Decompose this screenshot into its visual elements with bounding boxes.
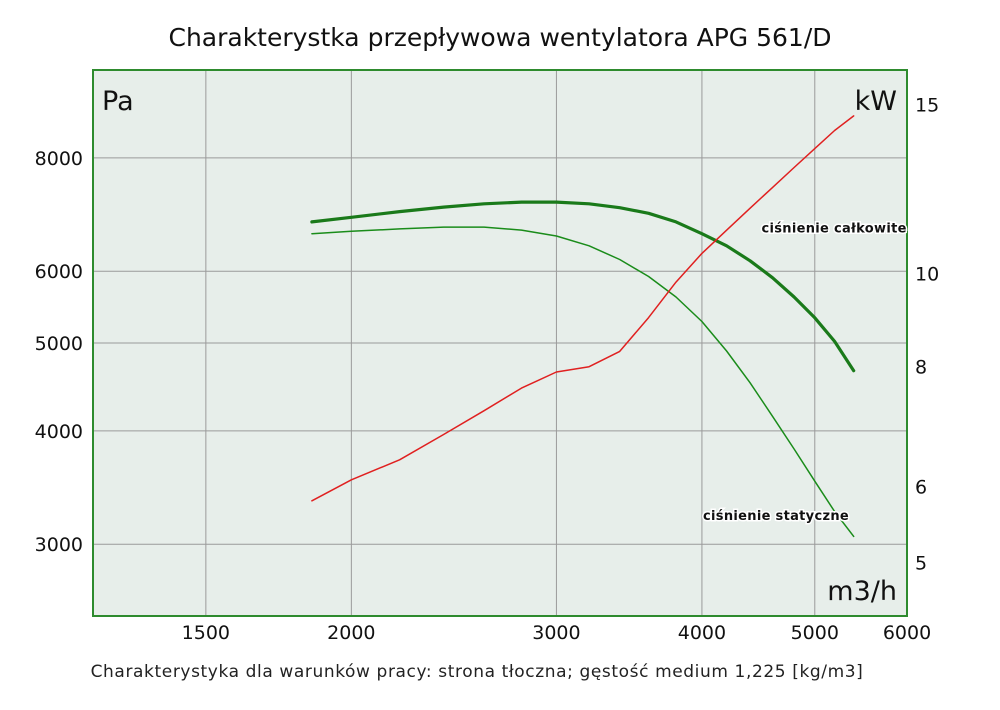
x-tick-label: 4000 [678, 622, 726, 644]
series-group [310, 115, 856, 538]
grid-lines [93, 70, 907, 616]
y-right-unit-label: kW [855, 86, 897, 117]
series-line-moc [311, 115, 855, 502]
x-tick-label: 3000 [532, 622, 580, 644]
chart-footer: Charakterystyka dla warunków pracy: stro… [91, 662, 864, 682]
y-left-tick-label: 4000 [35, 421, 83, 443]
y-left-tick-label: 3000 [35, 534, 83, 556]
x-tick-label: 2000 [327, 622, 375, 644]
x-tick-labels: 1500 2000 3000 4000 5000 6000 [182, 622, 932, 644]
y-left-unit-label: Pa [102, 86, 134, 117]
y-left-tick-label: 8000 [35, 148, 83, 170]
y-right-tick-label: 5 [915, 553, 927, 575]
x-tick-label: 1500 [182, 622, 230, 644]
chart-title: Charakterystka przepływowa wentylatora A… [168, 23, 831, 52]
y-left-tick-label: 5000 [35, 333, 83, 355]
annotations: ciśnienie całkowite ciśnienie statyczne [702, 220, 908, 526]
y-right-tick-label: 6 [915, 477, 927, 499]
x-tick-label: 6000 [883, 622, 931, 644]
y-right-tick-labels: 5 6 8 10 15 [915, 95, 939, 575]
y-right-tick-label: 15 [915, 95, 939, 117]
x-tick-label: 5000 [791, 622, 839, 644]
annotation-label: ciśnienie całkowite [762, 221, 907, 236]
y-left-tick-labels: 3000 4000 5000 6000 8000 [35, 148, 83, 556]
series-line-cisnienie-calkowite [310, 200, 856, 373]
plot-frame [92, 69, 908, 617]
y-right-tick-label: 10 [915, 264, 939, 286]
y-left-tick-label: 6000 [35, 261, 83, 283]
annotation-label: ciśnienie statyczne [703, 509, 849, 524]
x-unit-label: m3/h [827, 576, 897, 607]
y-right-tick-label: 8 [915, 357, 927, 379]
series-line-cisnienie-statyczne [311, 226, 855, 538]
